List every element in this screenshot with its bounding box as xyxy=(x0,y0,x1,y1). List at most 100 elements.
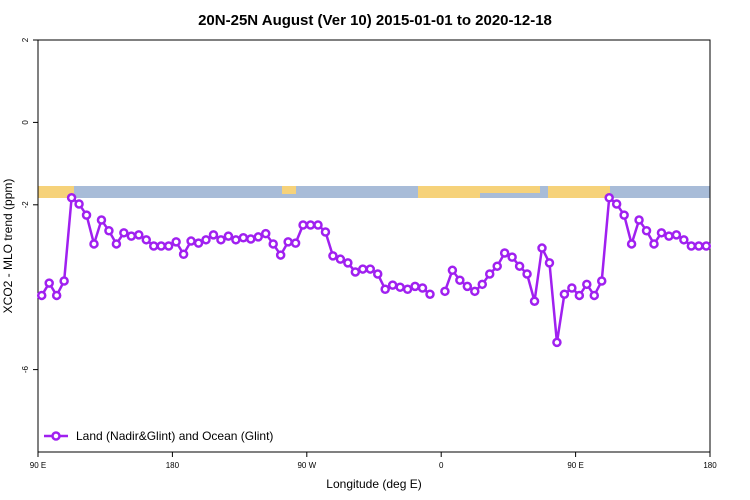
data-point xyxy=(529,296,540,306)
data-point xyxy=(313,220,323,230)
data-point xyxy=(275,250,286,260)
data-point xyxy=(290,238,301,248)
data-point xyxy=(574,290,585,301)
data-point xyxy=(604,193,614,203)
data-point xyxy=(268,239,278,249)
ocean-strip xyxy=(38,186,710,198)
data-point xyxy=(126,231,137,241)
legend-marker xyxy=(51,431,61,441)
data-point xyxy=(66,193,77,203)
data-point xyxy=(163,241,174,251)
data-point xyxy=(679,235,689,245)
land-patch xyxy=(480,186,540,193)
data-point xyxy=(104,226,114,236)
data-point xyxy=(260,228,271,239)
data-point xyxy=(656,228,667,238)
data-point xyxy=(596,276,607,286)
data-point xyxy=(499,248,510,258)
data-point xyxy=(365,264,376,274)
data-point xyxy=(111,239,122,249)
land-patch xyxy=(38,186,74,198)
x-axis-label: Longitude (deg E) xyxy=(326,477,421,491)
y-tick-label: -6 xyxy=(21,365,30,373)
x-tick-label: 0 xyxy=(439,461,444,470)
data-point xyxy=(350,267,361,277)
x-tick-label: 180 xyxy=(166,461,180,470)
data-point xyxy=(589,290,600,301)
data-point xyxy=(611,199,622,209)
data-point xyxy=(36,290,47,301)
data-point xyxy=(387,280,398,290)
data-point xyxy=(141,235,152,245)
data-point xyxy=(246,234,256,244)
data-point xyxy=(156,241,166,251)
data-point xyxy=(484,269,495,279)
data-point xyxy=(470,286,480,297)
data-point xyxy=(283,237,293,247)
data-point xyxy=(425,289,435,299)
data-point xyxy=(380,284,390,295)
data-point xyxy=(372,269,383,279)
data-point xyxy=(305,220,316,230)
y-tick-label: -2 xyxy=(21,201,30,209)
data-point xyxy=(582,279,592,290)
data-point xyxy=(358,264,368,274)
data-point xyxy=(664,231,674,241)
data-point xyxy=(216,235,226,245)
x-tick-label: 90 W xyxy=(297,461,316,470)
data-point xyxy=(343,258,353,268)
data-point xyxy=(231,235,241,245)
data-point xyxy=(298,220,308,230)
data-point xyxy=(410,281,420,292)
data-point xyxy=(559,289,570,299)
data-point xyxy=(51,290,62,301)
data-point xyxy=(649,239,659,249)
map-strip xyxy=(38,186,710,198)
data-point xyxy=(96,215,107,225)
data-point xyxy=(148,241,159,251)
data-point xyxy=(320,227,331,237)
y-tick-label: 0 xyxy=(21,120,30,125)
data-point xyxy=(171,237,181,247)
y-tick-label: 2 xyxy=(21,37,30,42)
data-point xyxy=(634,215,644,225)
data-point xyxy=(567,283,577,293)
data-point xyxy=(537,243,547,253)
data-point xyxy=(201,235,211,245)
legend-label: Land (Nadir&Glint) and Ocean (Glint) xyxy=(76,429,273,443)
data-point xyxy=(134,230,144,240)
data-point xyxy=(238,233,249,243)
data-point xyxy=(186,236,196,246)
data-point xyxy=(514,261,525,271)
data-point xyxy=(492,261,502,271)
land-patch xyxy=(282,186,296,194)
data-point xyxy=(44,278,54,288)
data-point xyxy=(544,258,555,268)
data-point xyxy=(395,282,405,292)
data-point xyxy=(89,239,99,249)
y-axis-label: XCO2 - MLO trend (ppm) xyxy=(1,179,15,314)
data-point xyxy=(74,199,84,209)
data-point xyxy=(402,284,413,295)
data-point xyxy=(671,230,682,240)
x-tick-label: 90 E xyxy=(30,461,46,470)
data-point xyxy=(701,241,712,251)
data-point xyxy=(641,226,652,236)
data-point xyxy=(119,228,129,238)
x-tick-label: 90 E xyxy=(567,461,583,470)
land-patch xyxy=(418,186,480,198)
data-point xyxy=(619,210,629,220)
data-point xyxy=(522,269,532,279)
data-point xyxy=(507,252,517,262)
data-point xyxy=(335,254,346,264)
data-point xyxy=(477,279,488,290)
data-point xyxy=(626,239,637,249)
data-point xyxy=(462,281,473,292)
data-point xyxy=(694,241,704,251)
x-tick-label: 180 xyxy=(703,461,717,470)
data-point xyxy=(440,286,450,297)
data-point xyxy=(328,251,338,261)
data-point xyxy=(81,210,92,220)
chart-title: 20N-25N August (Ver 10) 2015-01-01 to 20… xyxy=(198,12,552,29)
